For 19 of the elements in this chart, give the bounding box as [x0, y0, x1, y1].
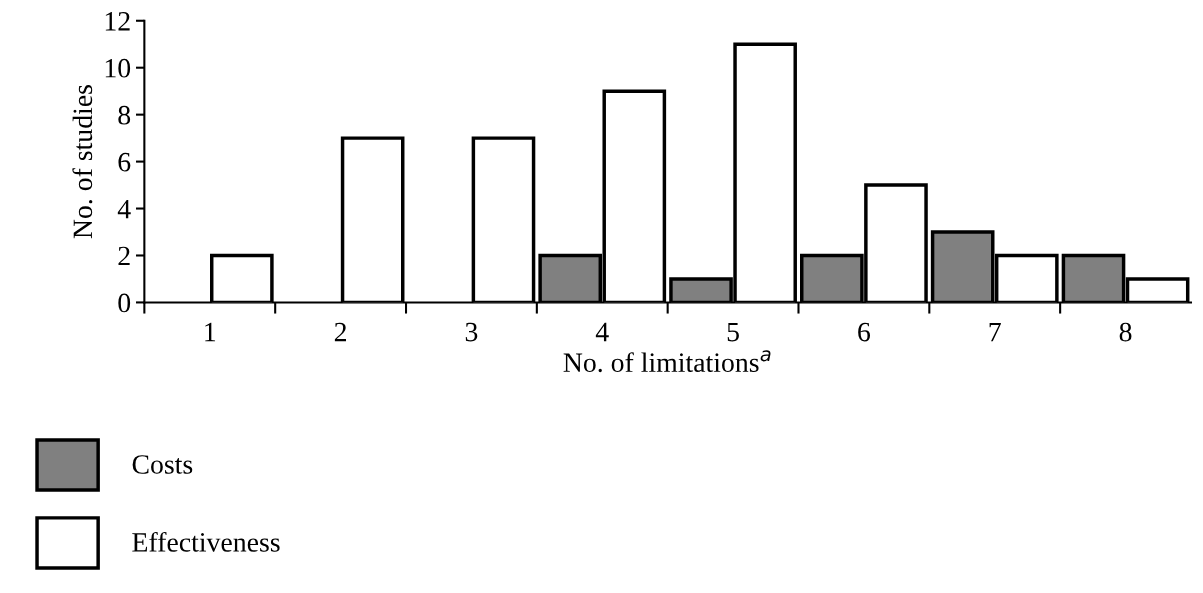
y-tick-label: 4 — [117, 199, 131, 219]
x-tick-label: 4 — [595, 322, 609, 342]
x-tick-label: 2 — [334, 322, 347, 342]
y-tick-label: 2 — [118, 246, 130, 266]
y-axis-title: No. of studies — [72, 85, 93, 239]
x-tick-label: 3 — [465, 322, 478, 342]
x-tick-label: 1 — [205, 322, 216, 342]
legend-label: Costs — [132, 455, 193, 474]
x-tick-label: 7 — [989, 322, 1001, 342]
legend-label: Effectiveness — [132, 531, 280, 552]
x-tick-label: 8 — [1119, 322, 1132, 342]
y-tick-label: 8 — [118, 105, 131, 125]
x-tick-label: 5 — [727, 322, 739, 342]
y-tick-label: 10 — [105, 58, 131, 78]
x-tick-label: 6 — [858, 322, 871, 342]
x-axis-title: No. of limitations$^{a}$ — [563, 350, 771, 373]
y-tick-label: 12 — [105, 12, 130, 31]
y-tick-label: 6 — [118, 152, 131, 172]
y-tick-label: 0 — [118, 293, 131, 313]
